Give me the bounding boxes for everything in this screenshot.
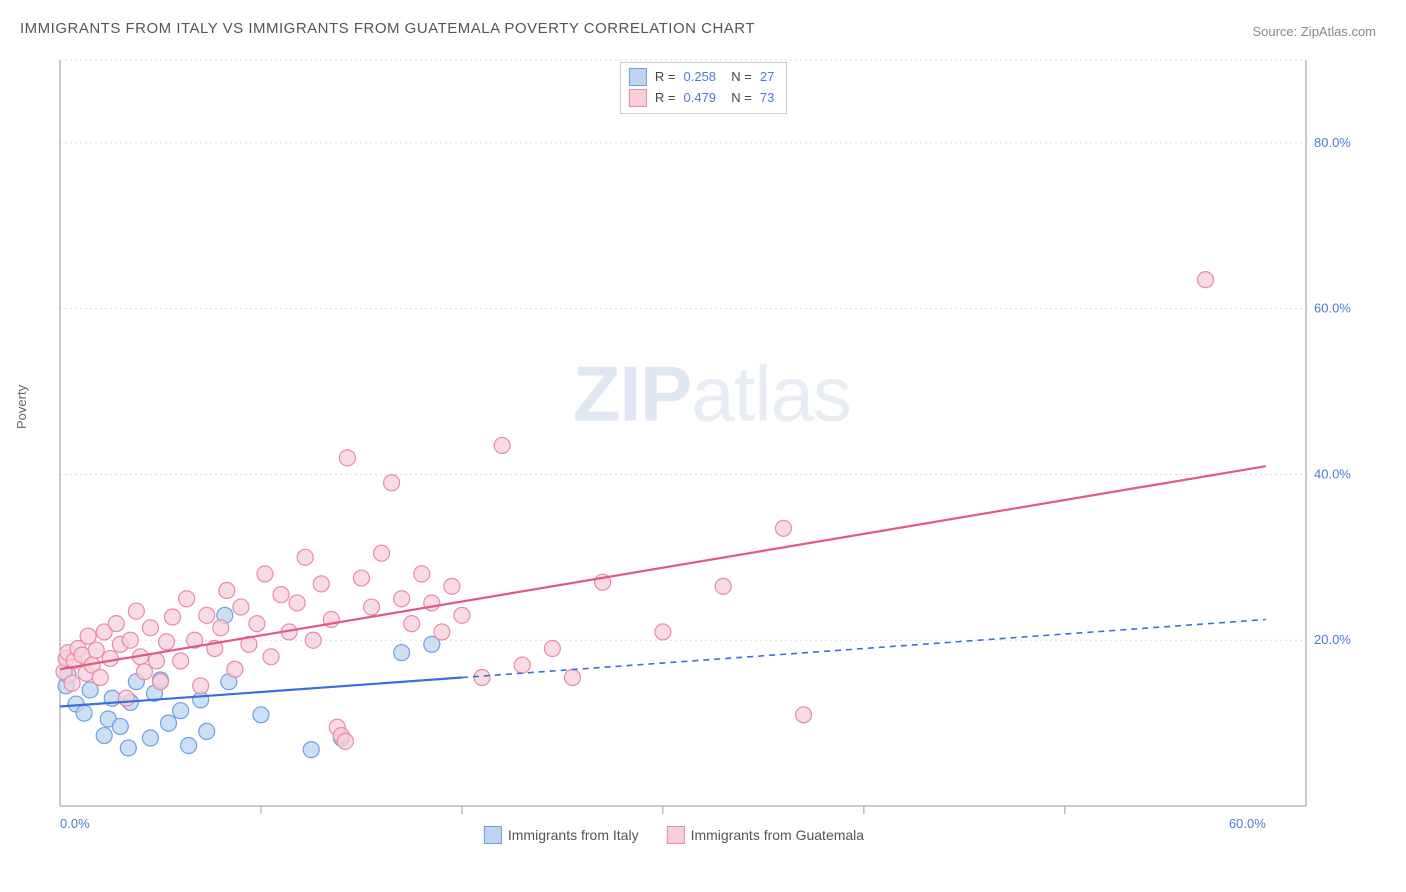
- data-point: [394, 645, 410, 661]
- legend-corr-row: R = 0.258 N = 27: [629, 67, 774, 88]
- data-point: [337, 733, 353, 749]
- data-point: [564, 670, 580, 686]
- data-point: [404, 616, 420, 632]
- data-point: [179, 591, 195, 607]
- data-point: [454, 607, 470, 623]
- data-point: [64, 675, 80, 691]
- x-tick-label: 60.0%: [1229, 816, 1266, 831]
- legend-swatch: [484, 826, 502, 844]
- y-tick-label: 40.0%: [1314, 466, 1351, 481]
- legend-swatch: [629, 89, 647, 107]
- data-point: [161, 715, 177, 731]
- data-point: [233, 599, 249, 615]
- data-point: [339, 450, 355, 466]
- data-point: [253, 707, 269, 723]
- data-point: [219, 582, 235, 598]
- data-point: [796, 707, 812, 723]
- data-point: [434, 624, 450, 640]
- data-point: [128, 603, 144, 619]
- data-point: [394, 591, 410, 607]
- legend-label: Immigrants from Italy: [508, 827, 639, 843]
- data-point: [142, 620, 158, 636]
- data-point: [249, 616, 265, 632]
- data-point: [199, 723, 215, 739]
- data-point: [374, 545, 390, 561]
- legend-n-label: N =: [724, 88, 752, 109]
- trend-line-solid: [60, 678, 462, 707]
- y-tick-label: 80.0%: [1314, 135, 1351, 150]
- data-point: [142, 730, 158, 746]
- chart-container: Poverty ZIPatlas 20.0%40.0%60.0%80.0%0.0…: [52, 56, 1372, 842]
- data-point: [159, 634, 175, 650]
- data-point: [199, 607, 215, 623]
- y-tick-label: 60.0%: [1314, 301, 1351, 316]
- legend-swatch: [629, 68, 647, 86]
- data-point: [92, 670, 108, 686]
- legend-n-value: 27: [760, 67, 774, 88]
- data-point: [775, 520, 791, 536]
- chart-title: IMMIGRANTS FROM ITALY VS IMMIGRANTS FROM…: [20, 20, 755, 37]
- data-point: [514, 657, 530, 673]
- data-point: [494, 437, 510, 453]
- legend-corr-row: R = 0.479 N = 73: [629, 88, 774, 109]
- data-point: [173, 653, 189, 669]
- scatter-chart: 20.0% 40.0% 60.0% 80.0% 0.0% 60.0%: [52, 56, 1372, 842]
- y-tick-label: 20.0%: [1314, 632, 1351, 647]
- data-point: [88, 642, 104, 658]
- legend-swatch: [667, 826, 685, 844]
- data-point: [122, 632, 138, 648]
- trend-line-dashed: [462, 620, 1266, 678]
- legend-n-value: 73: [760, 88, 774, 109]
- y-axis-label: Poverty: [14, 385, 29, 429]
- data-point: [257, 566, 273, 582]
- data-point: [213, 620, 229, 636]
- legend-item: Immigrants from Italy: [484, 826, 639, 844]
- data-point: [76, 705, 92, 721]
- data-point: [108, 616, 124, 632]
- legend-label: Immigrants from Guatemala: [691, 827, 865, 843]
- data-point: [148, 653, 164, 669]
- data-point: [444, 578, 460, 594]
- source-label: Source: ZipAtlas.com: [1252, 24, 1376, 39]
- legend-r-label: R =: [655, 88, 676, 109]
- data-point: [120, 740, 136, 756]
- legend-item: Immigrants from Guatemala: [667, 826, 865, 844]
- data-point: [1198, 272, 1214, 288]
- data-point: [353, 570, 369, 586]
- data-point: [152, 674, 168, 690]
- legend-correlation: R = 0.258 N = 27R = 0.479 N = 73: [620, 62, 787, 114]
- data-point: [655, 624, 671, 640]
- data-point: [474, 670, 490, 686]
- data-point: [112, 718, 128, 734]
- data-point: [96, 728, 112, 744]
- legend-n-label: N =: [724, 67, 752, 88]
- data-point: [193, 678, 209, 694]
- data-point: [544, 641, 560, 657]
- data-point: [289, 595, 305, 611]
- legend-r-value: 0.479: [684, 88, 717, 109]
- data-point: [181, 737, 197, 753]
- data-point: [384, 475, 400, 491]
- data-point: [303, 742, 319, 758]
- data-point: [263, 649, 279, 665]
- legend-r-value: 0.258: [684, 67, 717, 88]
- data-point: [80, 628, 96, 644]
- data-point: [227, 661, 243, 677]
- data-point: [305, 632, 321, 648]
- data-point: [414, 566, 430, 582]
- data-point: [173, 703, 189, 719]
- legend-r-label: R =: [655, 67, 676, 88]
- data-point: [118, 690, 134, 706]
- legend-series: Immigrants from Italy Immigrants from Gua…: [484, 826, 864, 844]
- data-point: [364, 599, 380, 615]
- data-point: [715, 578, 731, 594]
- data-point: [165, 609, 181, 625]
- data-point: [102, 650, 118, 666]
- x-tick-label: 0.0%: [60, 816, 90, 831]
- data-point: [297, 549, 313, 565]
- data-point: [273, 587, 289, 603]
- data-point: [313, 576, 329, 592]
